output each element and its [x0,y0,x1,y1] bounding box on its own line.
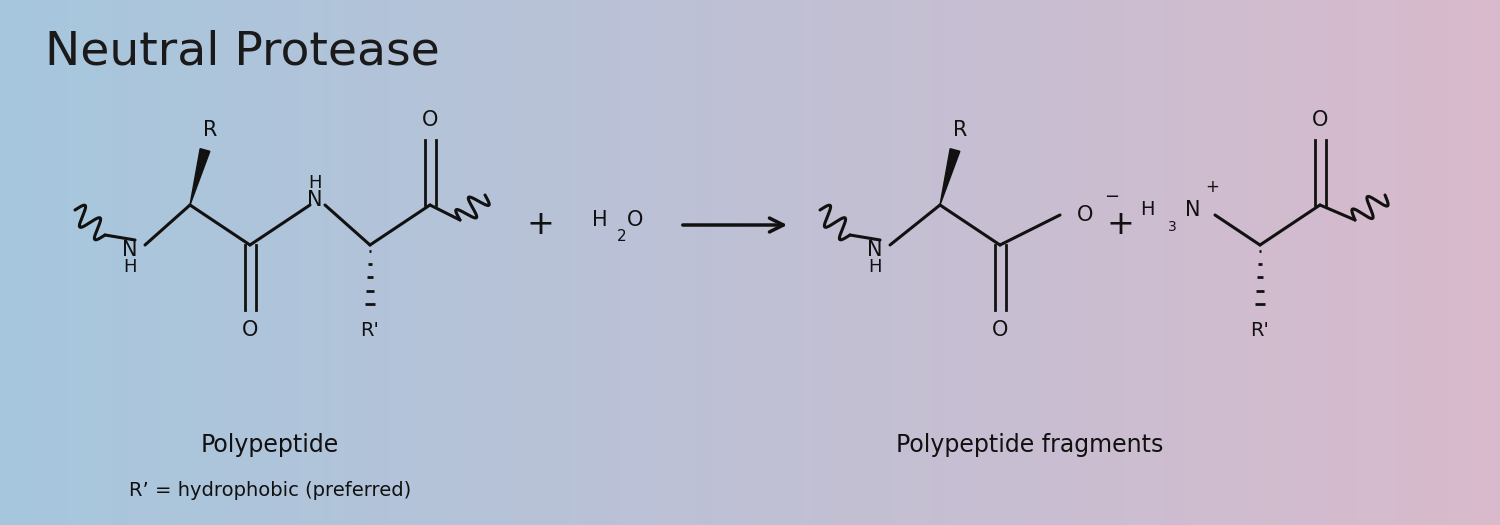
Text: R': R' [1251,320,1269,340]
Text: Neutral Protease: Neutral Protease [45,30,440,75]
Text: +: + [526,208,554,242]
Text: H: H [1140,201,1155,219]
Text: O: O [1077,205,1094,225]
Text: H: H [592,210,608,230]
Text: R: R [202,120,217,140]
Text: N: N [123,240,138,260]
Text: Polypeptide fragments: Polypeptide fragments [897,433,1164,457]
Polygon shape [940,149,960,205]
Text: 2: 2 [616,229,627,245]
Text: 3: 3 [1167,220,1176,234]
Text: O: O [1312,110,1328,130]
Text: O: O [627,210,644,230]
Polygon shape [190,149,210,205]
Text: R': R' [360,320,380,340]
Text: −: − [1104,188,1119,206]
Text: N: N [1185,200,1200,220]
Text: O: O [422,110,438,130]
Text: H: H [309,174,321,192]
Text: +: + [1204,178,1219,196]
Text: H: H [123,258,136,276]
Text: H: H [868,258,882,276]
Text: R’ = hydrophobic (preferred): R’ = hydrophobic (preferred) [129,480,411,499]
Text: R: R [952,120,968,140]
Text: N: N [867,240,882,260]
Text: O: O [242,320,258,340]
Text: Polypeptide: Polypeptide [201,433,339,457]
Text: N: N [308,190,322,210]
Text: +: + [1106,208,1134,242]
Text: O: O [992,320,1008,340]
